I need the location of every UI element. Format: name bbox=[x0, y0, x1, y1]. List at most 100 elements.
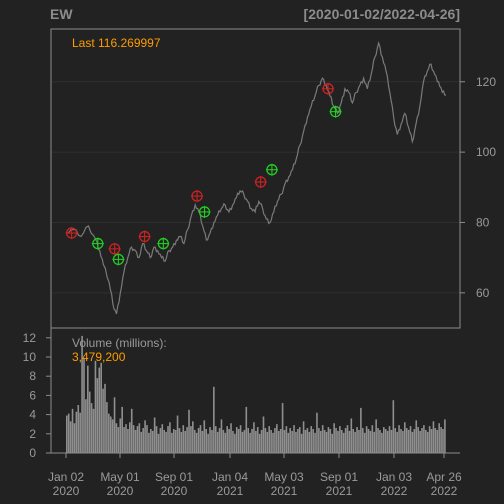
volume-bar bbox=[409, 426, 412, 453]
volume-bar bbox=[155, 426, 158, 453]
volume-bar bbox=[234, 433, 236, 453]
volume-bar bbox=[421, 428, 423, 453]
volume-bar bbox=[260, 429, 263, 453]
x-tick-month-label: Apr 26 bbox=[426, 470, 462, 484]
volume-bar bbox=[75, 411, 78, 453]
volume-bar bbox=[262, 416, 265, 453]
x-tick-month-label: Jan 02 bbox=[48, 470, 84, 484]
volume-bar bbox=[281, 403, 284, 453]
volume-bar bbox=[300, 433, 303, 453]
x-tick-year-label: 2020 bbox=[107, 484, 134, 498]
volume-bar bbox=[127, 429, 129, 453]
x-tick-month-label: Jan 04 bbox=[212, 470, 248, 484]
x-tick-month-label: May 03 bbox=[264, 470, 304, 484]
volume-bar bbox=[339, 426, 341, 453]
volume-bar bbox=[291, 430, 293, 453]
volume-bar bbox=[365, 426, 368, 453]
volume-bar bbox=[348, 430, 351, 453]
volume-bar bbox=[171, 432, 173, 453]
volume-bar bbox=[163, 429, 165, 453]
volume-bar bbox=[398, 425, 400, 453]
volume-bar bbox=[71, 408, 74, 453]
volume-panel-value: 3,479,200 bbox=[72, 350, 126, 364]
volume-bar bbox=[211, 429, 213, 453]
volume-bar bbox=[136, 426, 139, 453]
volume-bar bbox=[440, 427, 442, 453]
last-price-label: Last 116.269997 bbox=[72, 36, 161, 50]
x-tick-month-label: Sep 01 bbox=[320, 470, 358, 484]
volume-bar bbox=[255, 430, 257, 453]
volume-bar bbox=[308, 431, 311, 453]
volume-bar bbox=[316, 412, 318, 453]
volume-bar bbox=[382, 427, 385, 453]
volume-bar bbox=[239, 425, 242, 453]
sell-marker bbox=[322, 82, 335, 95]
volume-bar bbox=[121, 406, 123, 453]
volume-bar bbox=[268, 426, 271, 453]
buy-marker bbox=[198, 205, 211, 218]
volume-bar bbox=[337, 430, 339, 453]
volume-bar bbox=[115, 423, 118, 453]
volume-bar bbox=[241, 431, 244, 453]
volume-bar bbox=[102, 388, 104, 453]
volume-bar bbox=[125, 424, 127, 453]
volume-bar bbox=[277, 430, 280, 453]
volume-bar bbox=[197, 428, 200, 453]
volume-bar bbox=[438, 423, 440, 453]
volume-bar bbox=[209, 427, 211, 453]
volume-bar bbox=[426, 431, 429, 453]
volume-bar bbox=[96, 378, 99, 453]
x-tick-year-label: 2022 bbox=[381, 484, 408, 498]
volume-panel-label: Volume (millions): bbox=[72, 336, 167, 350]
volume-bar bbox=[245, 406, 248, 453]
volume-bar bbox=[153, 417, 156, 453]
volume-bar bbox=[119, 418, 122, 453]
volume-bar bbox=[424, 429, 427, 453]
volume-bar bbox=[117, 427, 120, 453]
x-tick-month-label: Jan 03 bbox=[376, 470, 412, 484]
sell-marker bbox=[138, 230, 151, 243]
volume-bar bbox=[352, 429, 355, 453]
volume-bar bbox=[358, 429, 360, 453]
volume-bar bbox=[140, 431, 143, 453]
volume-bar bbox=[142, 428, 144, 453]
volume-bar bbox=[172, 429, 175, 453]
volume-bar bbox=[312, 429, 314, 453]
volume-bar bbox=[264, 428, 267, 453]
volume-bar bbox=[201, 430, 204, 453]
volume-bar bbox=[77, 405, 80, 453]
volume-bar bbox=[81, 335, 83, 453]
volume-bar bbox=[109, 416, 112, 453]
volume-bar bbox=[392, 400, 395, 453]
volume-axis: 0 2 4 6 8 10 12 bbox=[23, 328, 52, 460]
volume-bar bbox=[342, 432, 345, 453]
volume-bar bbox=[377, 428, 379, 453]
volume-bar bbox=[411, 431, 414, 453]
volume-bar bbox=[106, 402, 108, 453]
x-tick-month-label: May 01 bbox=[100, 470, 140, 484]
sell-marker bbox=[108, 242, 121, 255]
volume-bar bbox=[216, 431, 219, 453]
volume-bar bbox=[297, 429, 299, 453]
volume-bar bbox=[111, 419, 114, 453]
volume-bar bbox=[304, 429, 307, 453]
volume-bar bbox=[335, 428, 337, 453]
volume-bar bbox=[237, 429, 240, 453]
volume-bar bbox=[123, 427, 125, 453]
volume-bar bbox=[295, 431, 297, 453]
volume-tick-label: 8 bbox=[29, 369, 36, 383]
volume-bar bbox=[318, 428, 320, 453]
volume-bar bbox=[176, 415, 179, 453]
volume-bar bbox=[403, 422, 406, 453]
volume-bar bbox=[235, 427, 238, 453]
volume-bar bbox=[419, 430, 421, 453]
volume-bar bbox=[232, 430, 234, 453]
volume-bar bbox=[360, 407, 362, 453]
volume-bar bbox=[129, 422, 131, 453]
volume-bar bbox=[169, 422, 171, 453]
x-tick-year-label: 2020 bbox=[161, 484, 188, 498]
volume-bar bbox=[289, 428, 292, 453]
x-tick-month-label: Sep 01 bbox=[155, 470, 193, 484]
